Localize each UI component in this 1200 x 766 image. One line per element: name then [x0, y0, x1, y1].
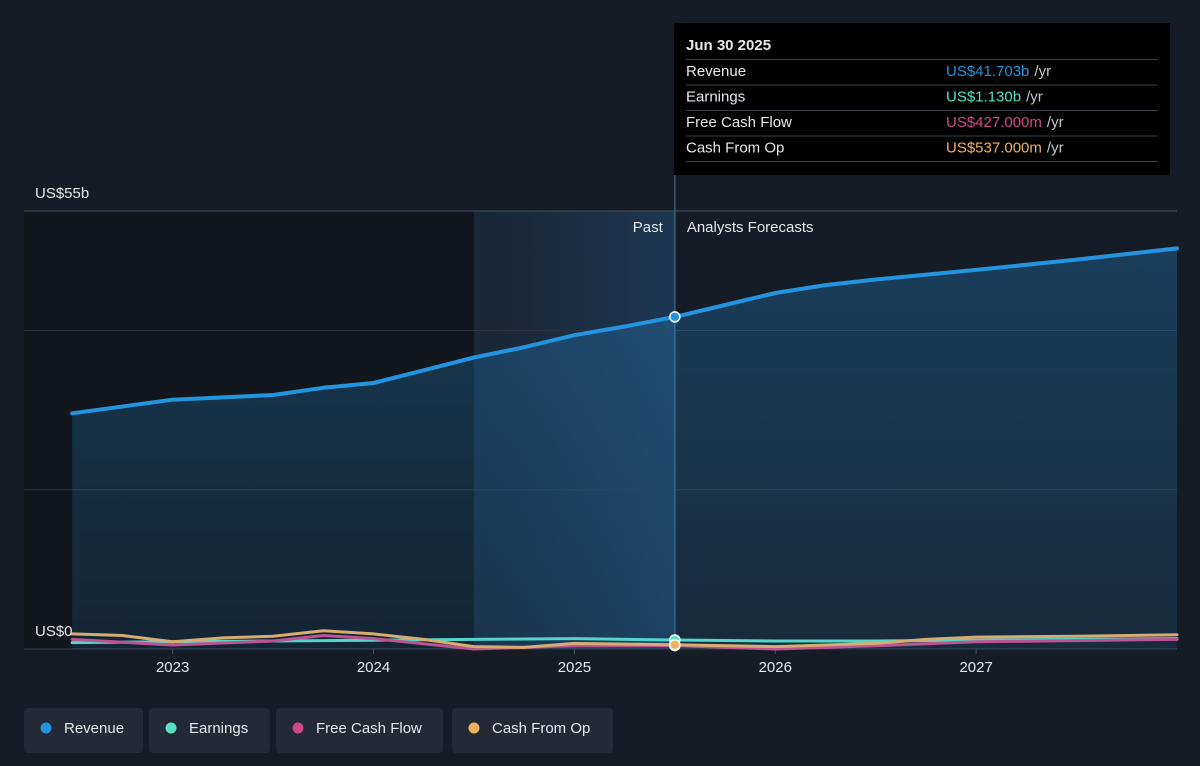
tooltip: [674, 23, 1170, 175]
x-tick-label: 2023: [156, 659, 189, 676]
legend-label: Earnings: [189, 720, 248, 737]
legend-label: Cash From Op: [492, 720, 590, 737]
tooltip-date: Jun 30 2025: [686, 37, 771, 54]
area: [72, 248, 1178, 649]
tooltip-amount: US$1.130b: [946, 88, 1021, 105]
tooltip-unit: /yr: [1047, 114, 1064, 131]
legend-button: [276, 708, 443, 753]
legend-button: [149, 708, 270, 753]
legend-label: Free Cash Flow: [316, 720, 422, 737]
tooltip-unit: /yr: [1034, 63, 1051, 80]
legend-swatch: [165, 722, 177, 734]
y-tick-label: US$55b: [35, 185, 89, 202]
tooltip-label: Free Cash Flow: [686, 114, 792, 131]
legend-swatch: [40, 722, 52, 734]
tooltip-label: Earnings: [686, 88, 745, 105]
legend-button: [452, 708, 613, 753]
tooltip-unit: /yr: [1047, 139, 1064, 156]
legend-item[interactable]: Free Cash Flow: [276, 708, 443, 753]
legend-item[interactable]: Revenue: [24, 708, 143, 753]
series-line: [70, 246, 1179, 416]
legend-label: Revenue: [64, 720, 124, 737]
tooltip-amount: US$41.703b: [946, 63, 1029, 80]
x-tick-label: 2025: [558, 659, 591, 676]
legend-item[interactable]: Cash From Op: [452, 708, 613, 753]
x-tick-label: 2026: [759, 659, 792, 676]
marker: [669, 638, 681, 651]
past-label: Past: [633, 219, 664, 236]
tooltip-value: US$537.000m/yr: [946, 139, 1064, 156]
tooltip-value: US$427.000m/yr: [946, 114, 1064, 131]
legend-swatch: [468, 722, 480, 734]
legend-button: [24, 708, 143, 753]
legend-swatch: [292, 722, 304, 734]
tooltip-unit: /yr: [1026, 88, 1043, 105]
x-tick-label: 2027: [959, 659, 992, 676]
tooltip-amount: US$537.000m: [946, 139, 1042, 156]
tooltip-amount: US$427.000m: [946, 114, 1042, 131]
tooltip-value: US$41.703b/yr: [946, 63, 1051, 80]
forecast-label: Analysts Forecasts: [687, 219, 814, 236]
marker: [669, 311, 681, 323]
x-tick-label: 2024: [357, 659, 390, 676]
tooltip-value: US$1.130b/yr: [946, 88, 1043, 105]
legend-item[interactable]: Earnings: [149, 708, 270, 753]
tooltip-label: Revenue: [686, 63, 746, 80]
tooltip-label: Cash From Op: [686, 139, 784, 156]
y-tick-label: US$0: [35, 623, 73, 640]
